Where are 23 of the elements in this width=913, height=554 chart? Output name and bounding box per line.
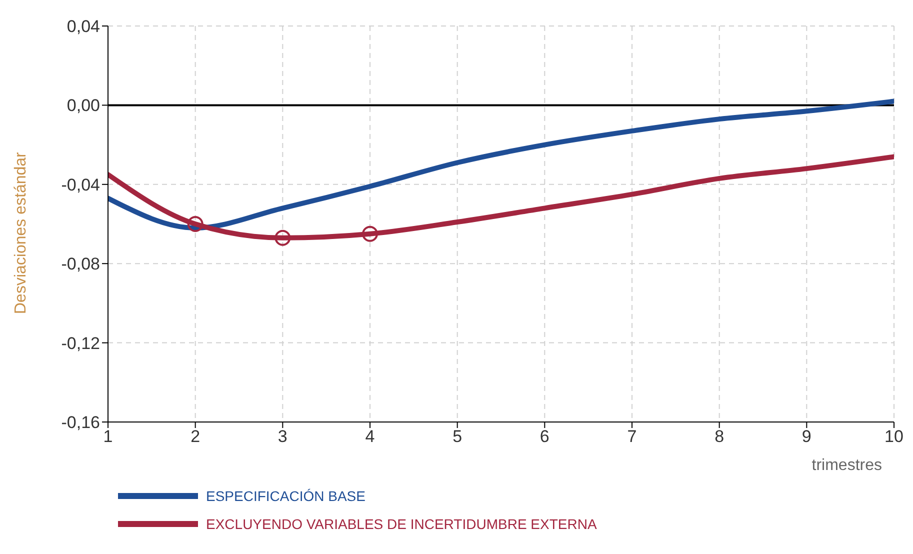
y-tick-label: -0,12 — [61, 334, 100, 353]
x-tick-label: 5 — [452, 427, 462, 446]
x-tick-label: 3 — [278, 427, 288, 446]
x-tick-label: 6 — [540, 427, 550, 446]
point — [362, 226, 378, 242]
y-axis-title: Desviaciones estándar — [12, 151, 30, 314]
text: ESPECIFICACIÓN BASE — [206, 488, 366, 504]
text: EXCLUYENDO VARIABLES DE INCERTIDUMBRE EXTERNA — [206, 516, 597, 532]
x-tick-label: 8 — [714, 427, 724, 446]
point — [187, 216, 204, 232]
y-tick-label: 0,00 — [66, 96, 100, 116]
x-tick-label: 7 — [627, 427, 637, 446]
x-tick-label: 2 — [190, 427, 200, 446]
x-axis-title: trimestres — [812, 457, 882, 474]
y-tick-label: -0,16 — [61, 413, 100, 432]
point — [274, 230, 291, 246]
y-tick-label: -0,08 — [61, 254, 100, 274]
x-tick-label: 4 — [365, 427, 375, 446]
x-tick-label: 10 — [884, 427, 904, 446]
y-tick-label: -0,04 — [61, 175, 100, 194]
x-tick-label: 9 — [802, 427, 812, 446]
x-tick-label: 1 — [103, 427, 113, 446]
y-tick-label: 0,04 — [66, 17, 100, 36]
